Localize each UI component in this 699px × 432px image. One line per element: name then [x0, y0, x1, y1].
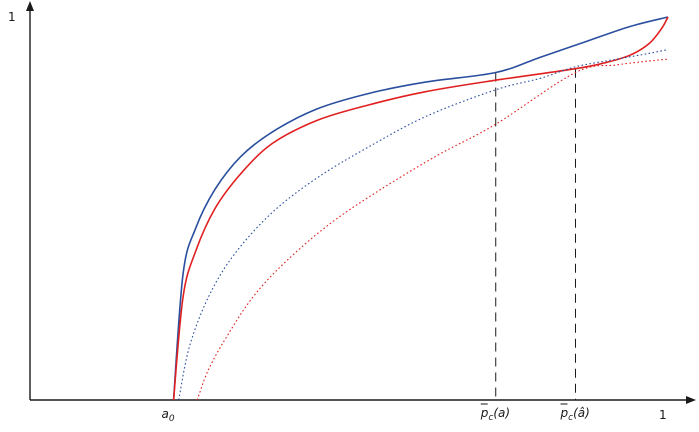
series-line-2	[178, 49, 669, 401]
x-tick-label-0: a0	[162, 407, 175, 424]
y-axis-arrow-icon	[26, 1, 34, 11]
x-tick-label-1: pc(a)	[480, 406, 510, 423]
series-line-1	[172, 16, 669, 401]
series-line-3	[196, 58, 669, 401]
x-tick-label-3: 1	[659, 408, 667, 422]
x-tick-label-2: pc(â)	[559, 406, 589, 423]
y-tick-label-0: 1	[8, 10, 16, 24]
series-layer	[172, 16, 669, 401]
series-line-0	[172, 16, 669, 401]
series-label-1: F̂ℓ	[671, 0, 695, 1]
x-axis-arrow-icon	[686, 396, 696, 404]
axes	[26, 1, 696, 404]
